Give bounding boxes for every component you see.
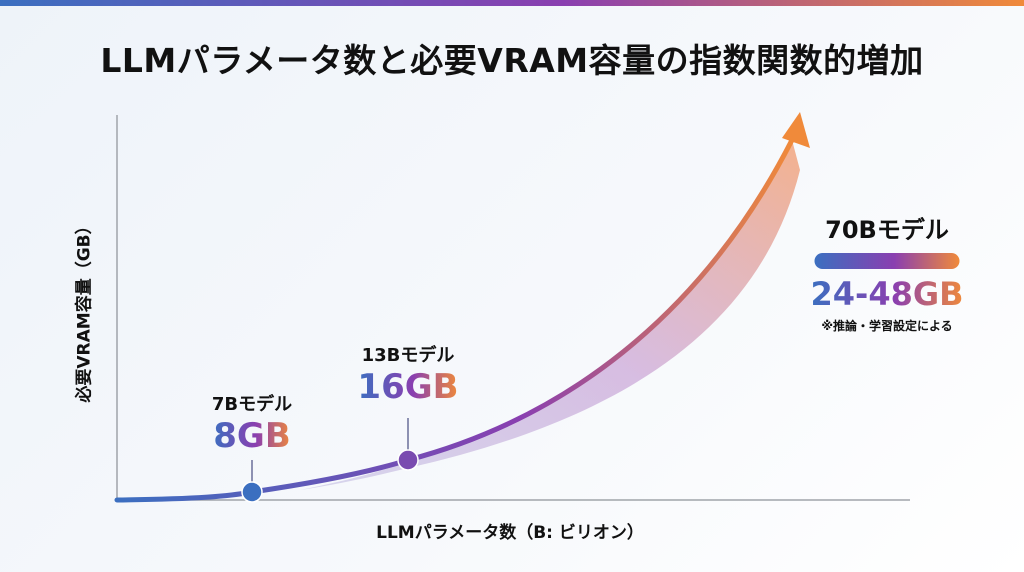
top-gradient-bar [0,0,1024,6]
data-point-13b [397,449,419,471]
data-point-7b [241,481,263,503]
model-label: 7Bモデル [211,394,293,415]
vram-value: 16GB [357,367,459,407]
range-band [300,140,800,490]
annotation-7b: 7Bモデル 8GB [212,390,292,457]
model-label: 13Bモデル [361,345,455,366]
annotation-70b: 70Bモデル 24-48GB ※推論・学習設定による [811,210,964,334]
vram-value: 24-48GB [810,275,964,313]
x-axis-label: LLMパラメータ数（B: ビリオン） [376,523,644,543]
annotation-13b: 13Bモデル 16GB [357,341,458,408]
arrow-head-icon [782,112,810,148]
chart-title: LLMパラメータ数と必要VRAM容量の指数関数的増加 [100,41,924,80]
y-axis-label: 必要VRAM容量（GB） [74,217,95,403]
model-label: 70Bモデル [825,216,949,244]
footnote: ※推論・学習設定による [821,319,953,334]
gradient-bar [814,253,960,269]
vram-value: 8GB [213,416,291,456]
